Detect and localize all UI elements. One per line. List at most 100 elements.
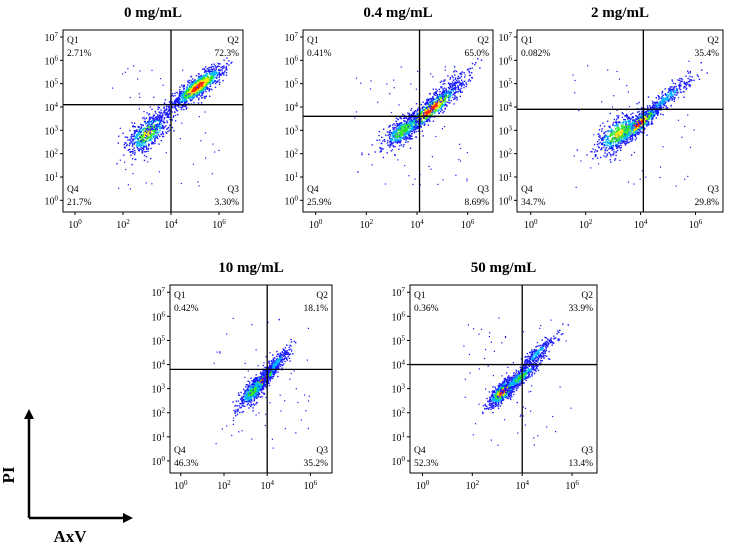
event-dot (193, 80, 195, 82)
event-dot (157, 116, 159, 118)
event-dot (612, 123, 614, 125)
quadrant-value-q1: 0.082% (521, 49, 550, 59)
event-dot (127, 184, 129, 186)
event-dot (192, 88, 195, 90)
event-dot (672, 88, 675, 91)
event-dot (611, 145, 614, 147)
quadrant-name-q2: Q2 (227, 36, 239, 46)
event-dot (606, 141, 608, 144)
event-dot (200, 90, 203, 93)
event-dot (415, 136, 417, 138)
event-dot (598, 139, 600, 141)
event-dot (650, 122, 653, 124)
event-dot (455, 79, 458, 82)
event-dot (639, 121, 641, 123)
event-dot (154, 110, 157, 113)
event-dot (156, 136, 158, 138)
event-dot (140, 149, 143, 151)
event-dot (450, 86, 452, 88)
event-dot (443, 79, 445, 81)
event-dot (669, 86, 671, 89)
event-dot (627, 128, 629, 130)
event-dot (159, 122, 161, 124)
event-dot (143, 154, 146, 157)
event-dot (168, 114, 170, 116)
event-dot (596, 150, 599, 152)
event-dot (193, 83, 196, 86)
event-dot (400, 144, 403, 146)
event-dot (442, 99, 444, 101)
event-dot (198, 97, 200, 99)
event-dot (390, 139, 392, 142)
event-dot (626, 136, 628, 138)
event-dot (455, 91, 457, 93)
event-dot (576, 149, 579, 151)
event-dot (391, 138, 393, 140)
event-dot (674, 89, 676, 91)
event-dot (469, 80, 472, 82)
event-dot (158, 127, 161, 129)
event-dot (202, 75, 204, 77)
event-dot (625, 132, 627, 134)
event-dot (140, 142, 143, 145)
event-dot (190, 76, 192, 78)
event-dot (639, 116, 641, 118)
event-dot (419, 118, 422, 121)
event-dot (621, 137, 623, 140)
event-dot (405, 128, 407, 130)
event-dot (147, 137, 149, 139)
event-dot (176, 101, 178, 104)
event-dot (142, 137, 144, 139)
event-dot (636, 127, 639, 129)
event-dot (434, 109, 437, 111)
event-dot (197, 92, 199, 94)
event-dot (666, 97, 668, 99)
event-dot (671, 80, 674, 82)
event-dot (645, 121, 647, 123)
event-dot (650, 111, 652, 113)
event-dot (148, 140, 150, 142)
event-dot (204, 132, 206, 134)
event-dot (658, 96, 661, 99)
event-dot (400, 139, 402, 142)
event-dot (194, 94, 196, 97)
event-dot (408, 130, 410, 132)
event-dot (663, 102, 665, 104)
event-dot (609, 130, 611, 132)
event-dot (655, 101, 657, 104)
event-dot (183, 109, 185, 111)
event-dot (622, 131, 624, 133)
event-dot (627, 125, 630, 127)
event-dot (578, 110, 580, 112)
event-dot (201, 92, 203, 95)
event-dot (156, 118, 158, 120)
event-dot (432, 96, 434, 98)
event-dot (183, 84, 185, 87)
event-dot (389, 137, 391, 140)
event-dot (457, 81, 459, 83)
event-dot (382, 156, 385, 159)
event-dot (404, 132, 407, 134)
event-dot (158, 123, 160, 126)
event-dot (425, 112, 427, 115)
event-dot (190, 96, 192, 98)
event-dot (149, 117, 151, 120)
event-dot (586, 154, 588, 156)
event-dot (139, 70, 141, 72)
event-dot (662, 94, 664, 96)
event-dot (396, 129, 398, 132)
event-dot (603, 132, 605, 135)
event-dot (141, 150, 144, 152)
event-dot (370, 88, 372, 90)
event-dot (614, 132, 616, 134)
event-dot (649, 106, 652, 108)
event-dot (442, 179, 444, 181)
event-dot (459, 82, 461, 84)
event-dot (180, 108, 182, 111)
event-dot (454, 70, 456, 72)
event-dot (688, 84, 690, 87)
event-dot (454, 77, 457, 79)
event-dot (635, 124, 637, 126)
event-dot (627, 117, 630, 119)
event-dot (408, 133, 410, 135)
